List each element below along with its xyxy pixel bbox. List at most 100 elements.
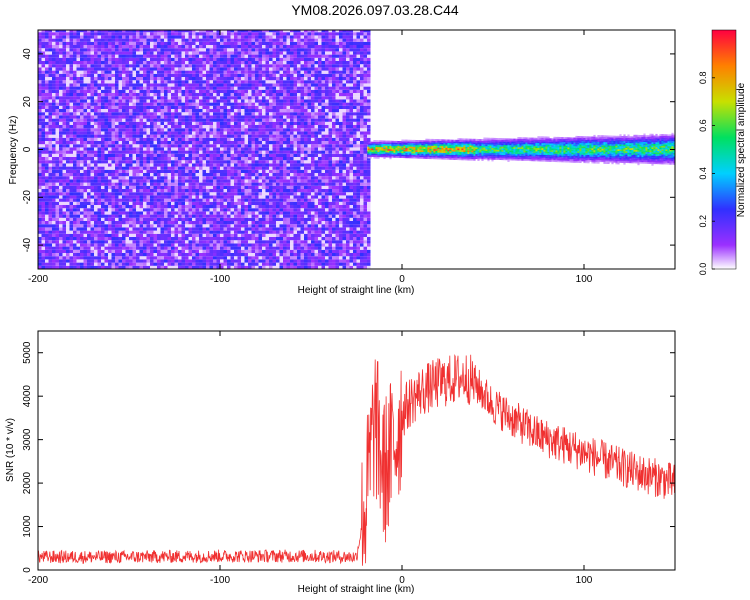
- heatmap-cell: [87, 41, 91, 45]
- heatmap-cell: [258, 54, 262, 58]
- heatmap-cell: [139, 38, 143, 42]
- heatmap-cell: [195, 109, 199, 113]
- heatmap-cell: [132, 198, 136, 202]
- heatmap-cell: [55, 243, 59, 247]
- heatmap-cell: [251, 86, 255, 90]
- heatmap-cell: [202, 153, 206, 157]
- heatmap-cell: [101, 80, 105, 84]
- heatmap-cell: [220, 32, 224, 36]
- heatmap-cell: [195, 259, 199, 263]
- heatmap-cell: [38, 38, 42, 42]
- heatmap-cell: [192, 118, 196, 122]
- heatmap-cell: [230, 128, 234, 132]
- heatmap-cell: [213, 249, 217, 253]
- heatmap-cell: [38, 89, 42, 93]
- heatmap-cell: [251, 96, 255, 100]
- heatmap-cell: [237, 77, 241, 81]
- heatmap-cell: [157, 265, 161, 269]
- heatmap-cell: [174, 121, 178, 125]
- heatmap-cell: [111, 208, 115, 212]
- heatmap-cell: [171, 179, 175, 183]
- heatmap-cell: [150, 105, 154, 109]
- heatmap-cell: [251, 45, 255, 49]
- heatmap-cell: [174, 115, 178, 119]
- heatmap-cell: [220, 118, 224, 122]
- heatmap-cell: [206, 93, 210, 97]
- heatmap-cell: [66, 205, 70, 209]
- heatmap-cell: [160, 243, 164, 247]
- heatmap-cell: [90, 121, 94, 125]
- heatmap-cell: [199, 265, 203, 269]
- heatmap-cell: [66, 48, 70, 52]
- heatmap-cell: [76, 208, 80, 212]
- heatmap-cell: [59, 137, 63, 141]
- heatmap-cell: [160, 195, 164, 199]
- heatmap-cell: [244, 233, 248, 237]
- heatmap-cell: [94, 214, 98, 218]
- heatmap-cell: [83, 144, 87, 148]
- heatmap-cell: [122, 173, 126, 177]
- heatmap-cell: [101, 227, 105, 231]
- heatmap-cell: [104, 51, 108, 55]
- heatmap-cell: [125, 144, 129, 148]
- heatmap-cell: [108, 32, 112, 36]
- heatmap-cell: [45, 73, 49, 77]
- heatmap-cell: [55, 259, 59, 263]
- heatmap-cell: [244, 256, 248, 260]
- heatmap-cell: [52, 38, 56, 42]
- heatmap-cell: [73, 77, 77, 81]
- heatmap-cell: [216, 99, 220, 103]
- heatmap-cell: [209, 118, 213, 122]
- heatmap-cell: [188, 205, 192, 209]
- heatmap-cell: [104, 115, 108, 119]
- heatmap-cell: [62, 237, 66, 241]
- heatmap-cell: [48, 256, 52, 260]
- heatmap-cell: [248, 102, 252, 106]
- heatmap-cell: [87, 189, 91, 193]
- heatmap-cell: [59, 249, 63, 253]
- heatmap-cell: [188, 237, 192, 241]
- heatmap-cell: [199, 208, 203, 212]
- heatmap-cell: [97, 51, 101, 55]
- heatmap-cell: [48, 30, 52, 33]
- heatmap-cell: [234, 176, 238, 180]
- heatmap-cell: [108, 246, 112, 250]
- heatmap-cell: [181, 256, 185, 260]
- heatmap-cell: [153, 105, 157, 109]
- heatmap-cell: [90, 195, 94, 199]
- heatmap-cell: [48, 224, 52, 228]
- heatmap-cell: [104, 89, 108, 93]
- heatmap-cell: [45, 109, 49, 113]
- heatmap-cell: [220, 201, 224, 205]
- heatmap-cell: [195, 262, 199, 266]
- heatmap-cell: [115, 41, 119, 45]
- heatmap-cell: [213, 233, 217, 237]
- heatmap-cell: [209, 105, 213, 109]
- heatmap-cell: [262, 48, 266, 52]
- heatmap-cell: [227, 163, 231, 167]
- heatmap-cell: [66, 230, 70, 234]
- heatmap-cell: [241, 38, 245, 42]
- heatmap-cell: [206, 102, 210, 106]
- heatmap-cell: [55, 51, 59, 55]
- heatmap-cell: [83, 201, 87, 205]
- heatmap-cell: [118, 246, 122, 250]
- heatmap-cell: [139, 201, 143, 205]
- heatmap-cell: [143, 262, 147, 266]
- heatmap-cell: [192, 144, 196, 148]
- heatmap-cell: [101, 233, 105, 237]
- heatmap-cell: [216, 249, 220, 253]
- heatmap-cell: [171, 208, 175, 212]
- heatmap-cell: [262, 131, 266, 135]
- heatmap-cell: [101, 51, 105, 55]
- heatmap-cell: [171, 240, 175, 244]
- heatmap-cell: [216, 221, 220, 225]
- heatmap-cell: [97, 105, 101, 109]
- heatmap-cell: [237, 182, 241, 186]
- heatmap-cell: [255, 217, 259, 221]
- heatmap-cell: [55, 233, 59, 237]
- heatmap-cell: [255, 198, 259, 202]
- heatmap-cell: [160, 128, 164, 132]
- heatmap-cell: [262, 137, 266, 141]
- heatmap-cell: [80, 243, 84, 247]
